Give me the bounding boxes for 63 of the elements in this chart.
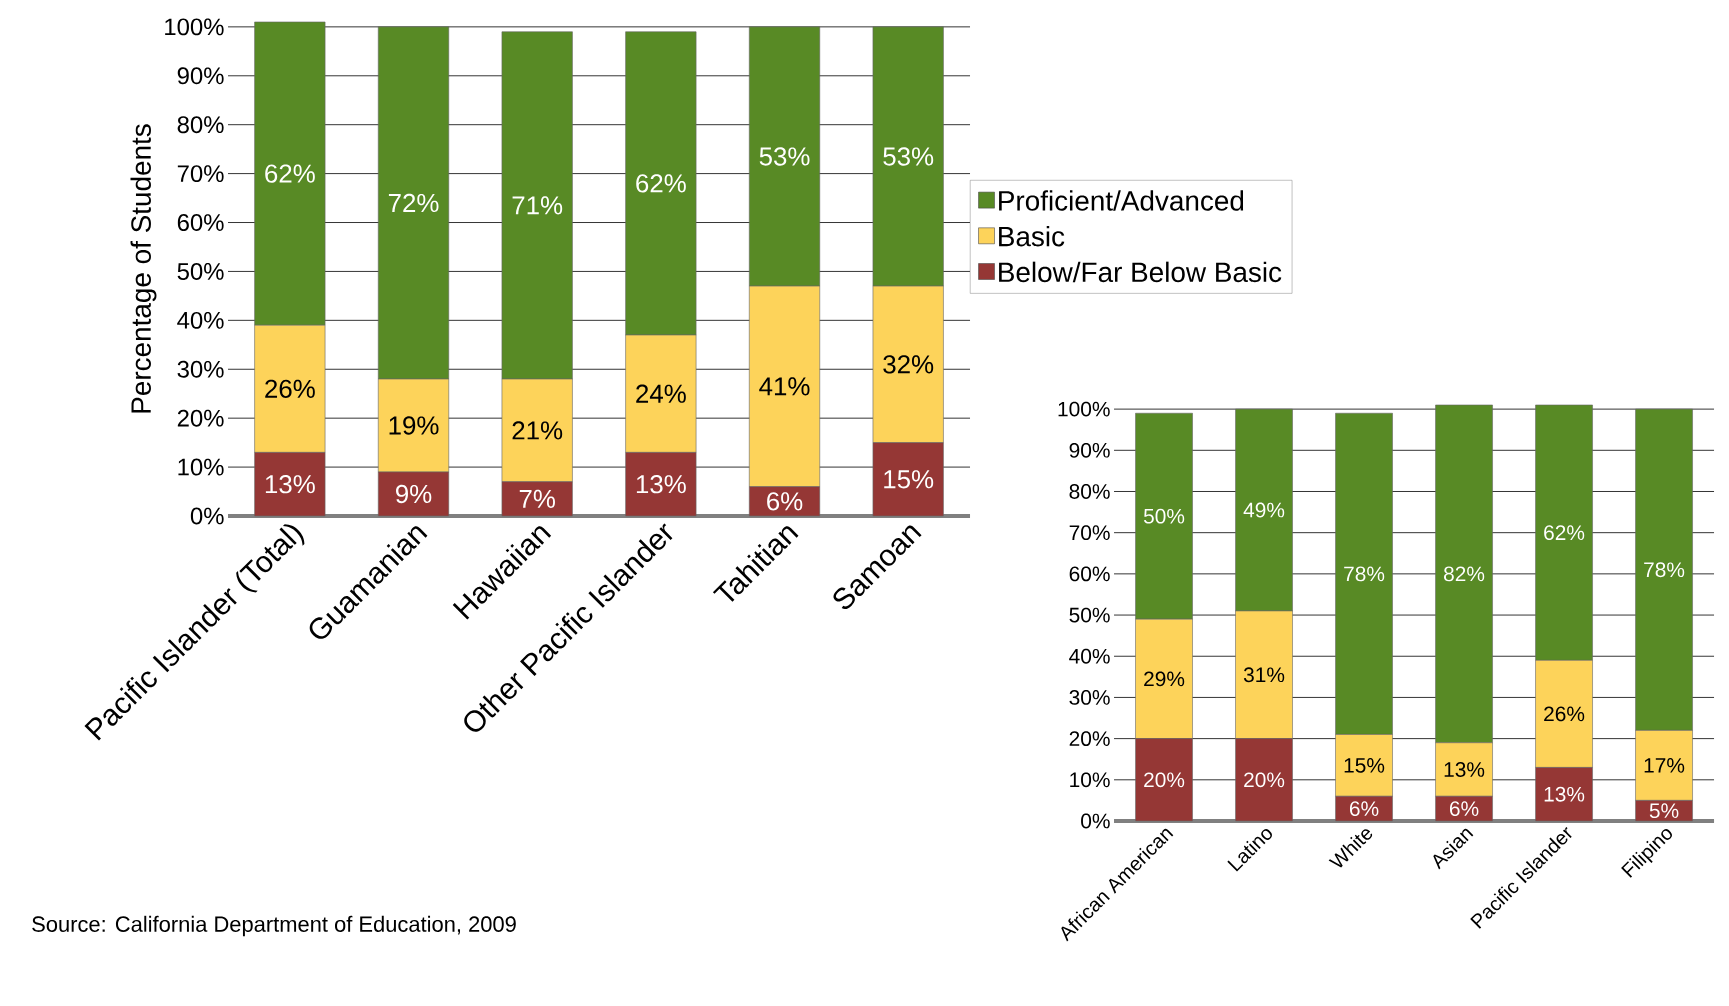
y-tick-label: 90%	[1069, 442, 1110, 458]
legend-label: Basic	[999, 225, 1065, 247]
data-label: 31%	[1243, 667, 1285, 683]
data-label: 62%	[1544, 525, 1585, 541]
y-tick-label: 40%	[177, 311, 224, 329]
source-note: Source: California Department of Education, 2009	[32, 915, 516, 937]
data-label: 49%	[1243, 502, 1285, 518]
y-tick-label: 80%	[177, 116, 224, 134]
y-tick-label: 50%	[177, 262, 224, 280]
y-tick-label: 40%	[1069, 648, 1110, 664]
y-tick-label: 0%	[190, 507, 224, 525]
data-label: 13%	[636, 475, 686, 494]
y-tick-label: 60%	[1069, 566, 1110, 582]
data-label: 15%	[884, 470, 934, 489]
data-label: 6%	[1449, 801, 1479, 817]
data-label: 50%	[1143, 508, 1185, 524]
data-label: 53%	[759, 147, 810, 166]
data-label: 82%	[1444, 566, 1485, 582]
legend-label: Below/Far Below Basic	[999, 261, 1282, 283]
legend-label: Proficient/Advanced	[999, 190, 1244, 211]
y-tick-label: 10%	[178, 458, 224, 476]
data-label: 13%	[265, 475, 315, 494]
data-label: 17%	[1644, 758, 1685, 773]
data-label: 32%	[883, 355, 934, 374]
data-label: 26%	[265, 379, 315, 398]
data-label: 71%	[512, 196, 563, 215]
y-tick-label: 50%	[1069, 607, 1110, 623]
data-label: 19%	[389, 416, 439, 435]
y-tick-label: 30%	[177, 360, 224, 378]
data-label: 26%	[1544, 706, 1585, 722]
data-label: 62%	[265, 164, 315, 183]
y-tick-label: 20%	[177, 409, 224, 427]
y-tick-label: 0%	[1081, 813, 1110, 829]
data-label: 15%	[1344, 758, 1385, 773]
data-label: 20%	[1244, 772, 1285, 788]
y-tick-label: 100%	[1058, 401, 1110, 417]
y-tick-label: 90%	[177, 67, 224, 85]
data-label: 20%	[1144, 772, 1185, 788]
data-label: 62%	[636, 174, 686, 193]
data-label: 29%	[1144, 671, 1185, 687]
data-label: 6%	[1349, 801, 1379, 817]
data-label: 6%	[767, 492, 803, 511]
y-tick-label: 30%	[1069, 690, 1110, 705]
y-axis-title: Percentage of Students	[130, 124, 157, 413]
data-label: 41%	[759, 377, 810, 396]
data-label: 9%	[396, 484, 432, 504]
data-label: 21%	[512, 421, 563, 440]
data-label: 78%	[1344, 566, 1385, 582]
y-tick-label: 10%	[1070, 772, 1110, 788]
data-label: 53%	[883, 147, 934, 166]
data-label: 7%	[519, 489, 555, 508]
data-label: 5%	[1649, 803, 1679, 819]
data-label: 24%	[636, 384, 686, 403]
data-label: 13%	[1444, 762, 1485, 777]
y-tick-label: 60%	[177, 214, 224, 231]
data-label: 72%	[388, 193, 439, 213]
y-tick-label: 80%	[1069, 484, 1110, 499]
y-tick-label: 20%	[1069, 731, 1110, 747]
y-tick-label: 70%	[177, 165, 224, 183]
data-label: 78%	[1644, 562, 1685, 578]
data-label: 13%	[1544, 786, 1585, 802]
y-tick-label: 100%	[165, 18, 224, 36]
y-tick-label: 70%	[1069, 525, 1110, 541]
